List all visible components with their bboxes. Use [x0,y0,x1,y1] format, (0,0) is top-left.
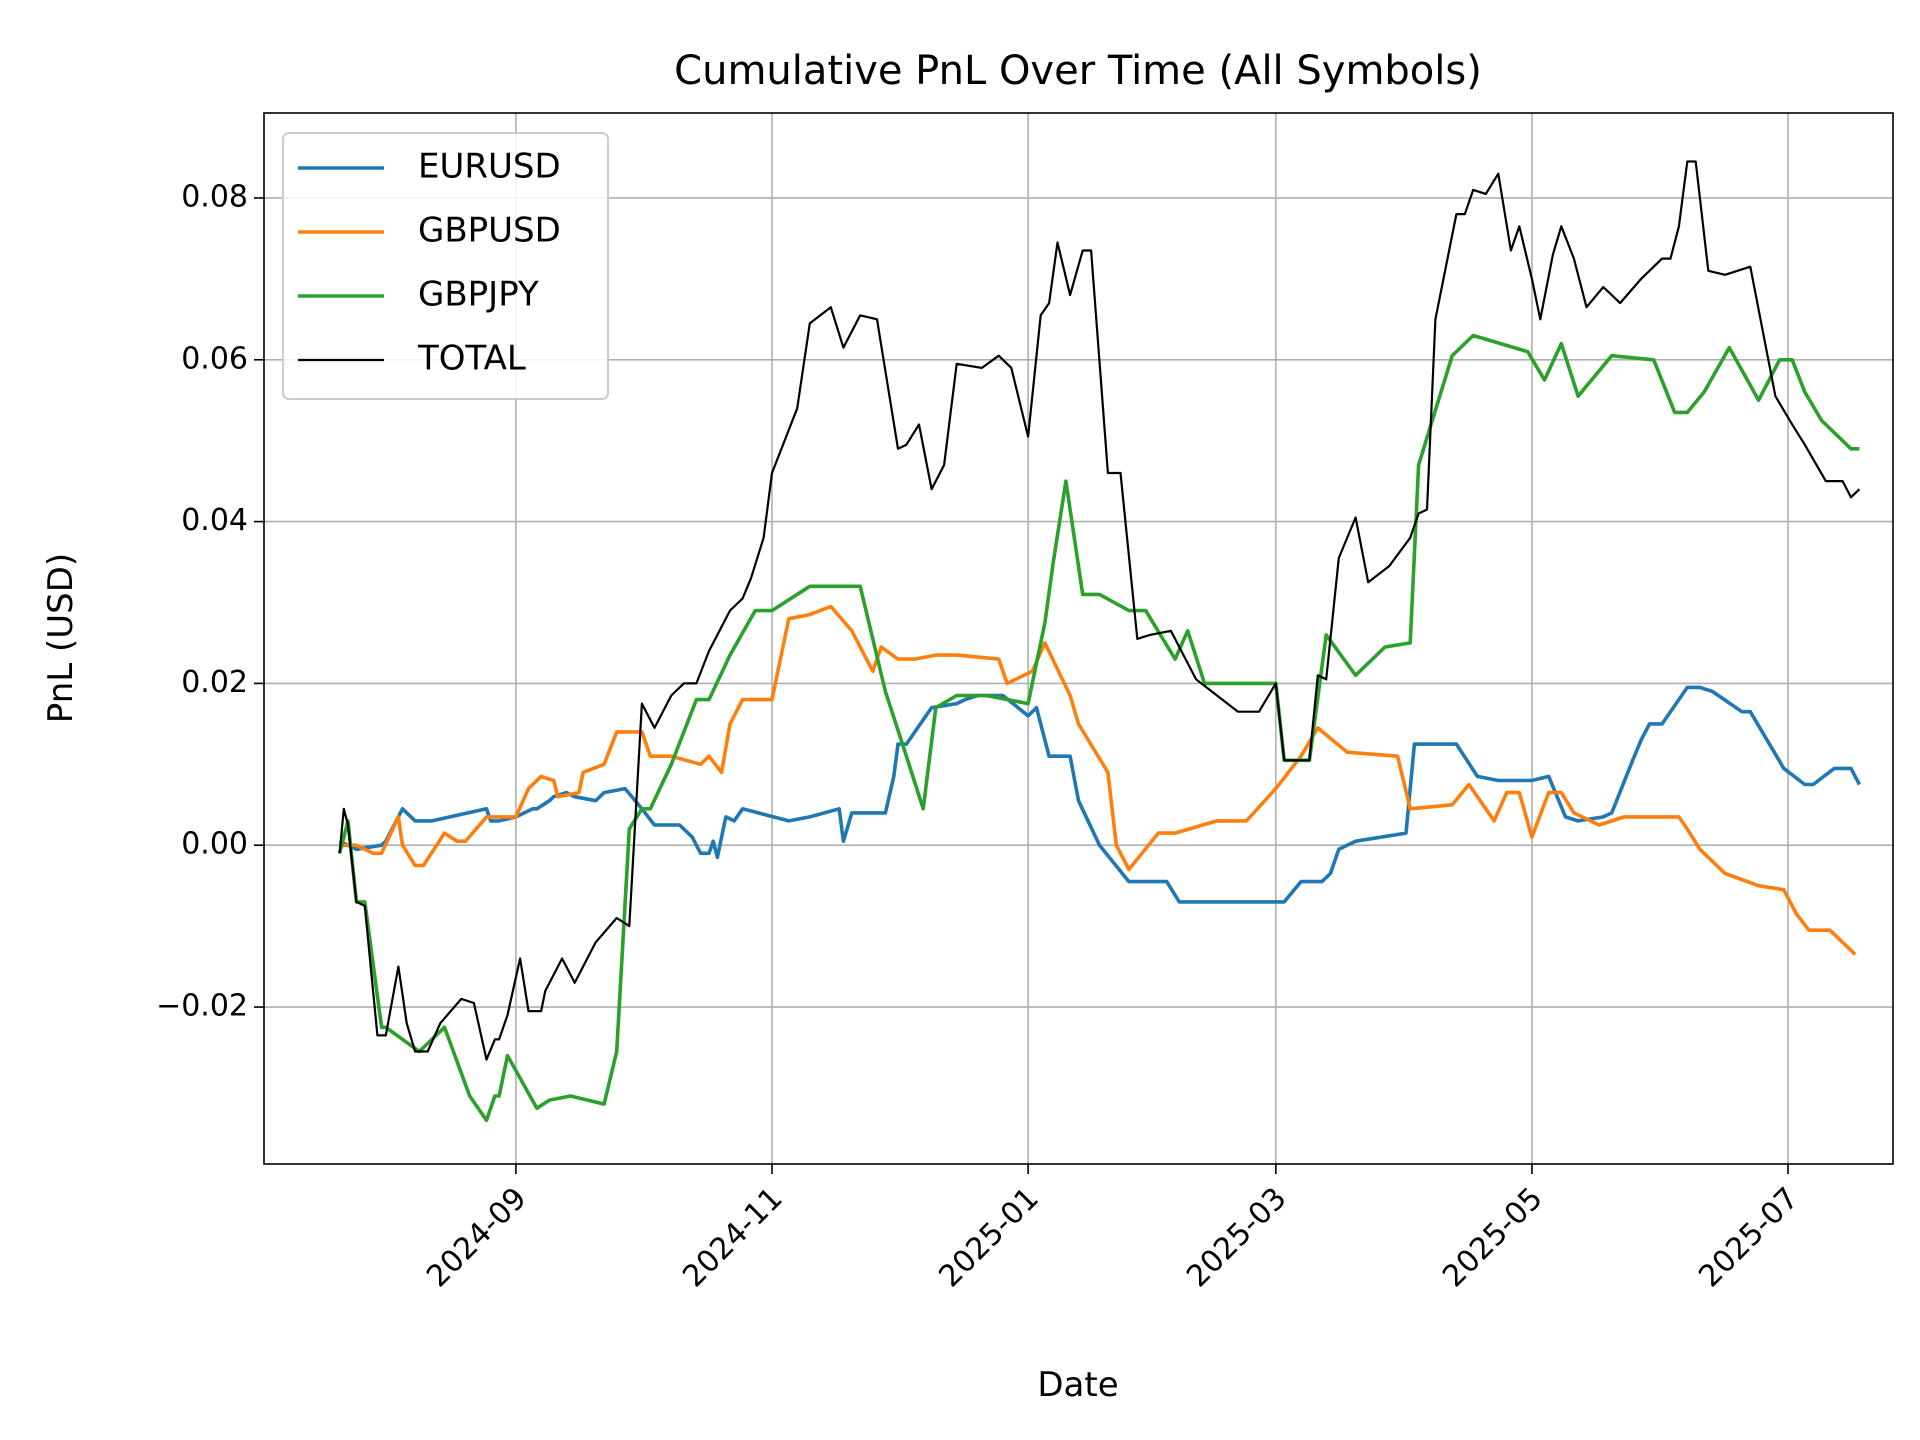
x-axis-label: Date [1037,1365,1118,1405]
y-tick-label: 0.04 [181,503,248,538]
series-line-gbpusd [339,604,1857,956]
series-line-total [338,160,1861,1061]
y-tick-label: −0.02 [156,989,248,1024]
chart-title: Cumulative PnL Over Time (All Symbols) [674,48,1482,94]
series-line-eurusd [338,685,1861,904]
legend-box [282,132,609,400]
legend-label: TOTAL [417,339,526,379]
legend: EURUSD GBPUSD GBPJPY TOTAL [282,132,609,400]
y-tick-label: 0.00 [181,827,248,862]
legend-label: GBPUSD [418,211,561,251]
grid [264,113,1893,1164]
series-lines [337,160,1861,1123]
legend-label: EURUSD [418,147,561,187]
y-tick-label: 0.06 [181,341,248,376]
series-line-gbpjpy [337,333,1860,1123]
legend-label: GBPJPY [418,275,539,315]
y-tick-label: 0.02 [181,665,248,700]
plot-frame [263,112,1894,1165]
y-tick-label: 0.08 [181,179,248,214]
y-axis-label: PnL (USD) [41,553,81,723]
